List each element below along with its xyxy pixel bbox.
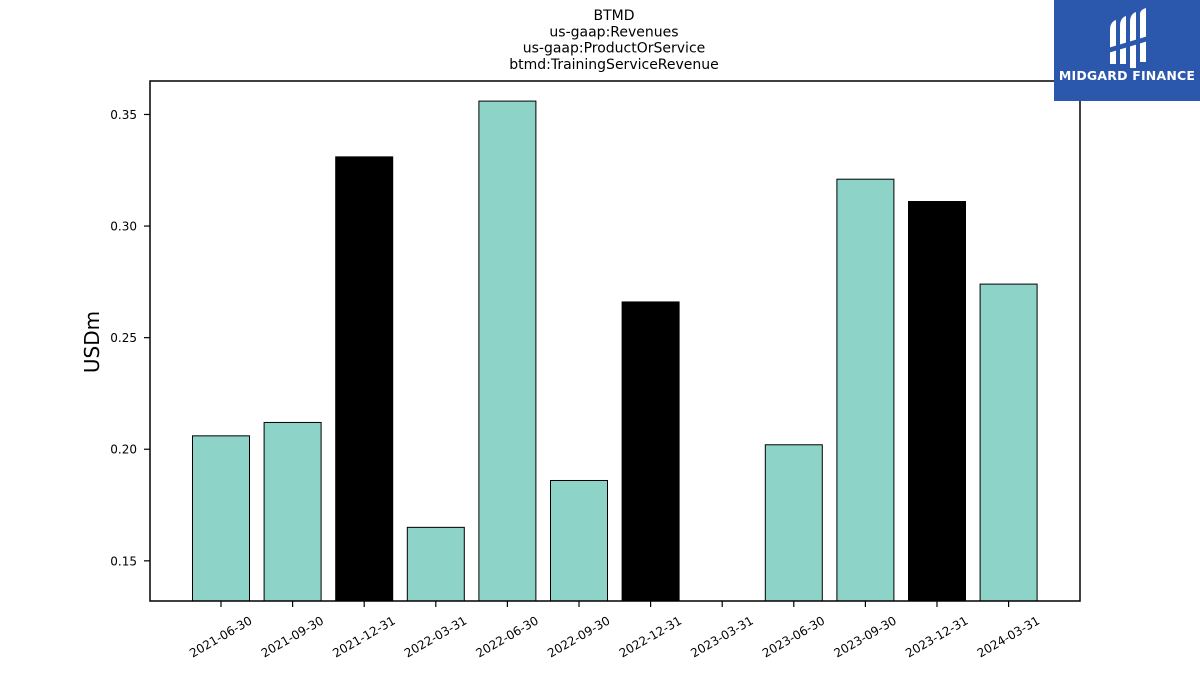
x-tick-label: 2023-03-31: [688, 613, 755, 660]
bar: [621, 301, 680, 602]
chart-title-line: BTMD: [593, 8, 634, 24]
chart-title-line: btmd:TrainingServiceRevenue: [509, 57, 719, 73]
chart-title-line: us-gaap:ProductOrService: [523, 41, 706, 57]
bar: [478, 100, 537, 602]
bar: [550, 479, 608, 602]
x-tick-label: 2022-03-31: [402, 613, 469, 660]
bar: [836, 178, 895, 602]
bar: [908, 201, 966, 602]
bar: [764, 444, 823, 602]
x-tick-label: 2024-03-31: [975, 613, 1042, 660]
y-axis: 0.15 0.20 0.25 0.30 0.35: [110, 108, 150, 568]
x-tick-label: 2023-12-31: [903, 613, 970, 660]
brand-logo: MIDGARD FINANCE: [1054, 0, 1200, 101]
x-tick-label: 2022-09-30: [545, 613, 612, 660]
bar: [263, 421, 322, 602]
logo-text: MIDGARD FINANCE: [1058, 68, 1196, 83]
x-tick-label: 2021-09-30: [259, 613, 326, 660]
bar: [335, 156, 394, 602]
midgard-logo-icon: [1108, 8, 1148, 68]
y-tick-label: 0.30: [110, 220, 137, 234]
chart-title-line: us-gaap:Revenues: [549, 24, 678, 40]
x-tick-label: 2021-06-30: [187, 613, 254, 660]
chart-title: BTMDus-gaap:Revenuesus-gaap:ProductOrSer…: [509, 8, 719, 73]
y-axis-label: USDm: [80, 311, 104, 373]
x-tick-label: 2023-06-30: [760, 613, 827, 660]
x-tick-label: 2022-06-30: [473, 613, 540, 660]
y-tick-label: 0.20: [110, 443, 137, 457]
x-axis: 2021-06-30 2021-09-30 2021-12-31 2022-03-31…: [187, 601, 1042, 660]
y-tick-label: 0.25: [110, 331, 137, 345]
plot-area-frame: [149, 80, 1081, 602]
y-tick-label: 0.15: [110, 554, 137, 568]
x-tick-label: 2021-12-31: [330, 613, 397, 660]
bar: [192, 435, 250, 602]
y-tick-label: 0.35: [110, 108, 137, 122]
x-tick-label: 2022-12-31: [617, 613, 684, 660]
bar: [979, 283, 1038, 602]
x-tick-label: 2023-09-30: [831, 613, 898, 660]
bar: [406, 526, 465, 602]
bars: [192, 100, 1038, 602]
